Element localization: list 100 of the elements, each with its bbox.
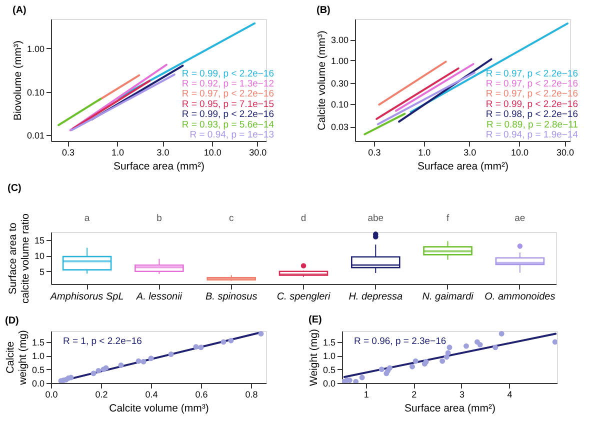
y-tick-label: 1.0 (322, 351, 336, 362)
annotation: R = 0.99, p < 2.2e−16 (182, 109, 274, 120)
x-tick-label: C. spengleri (276, 292, 331, 302)
chart-title: (C) (7, 183, 22, 194)
x-tick-label: 3 (459, 390, 464, 400)
y-axis-title: Weight (mg) (308, 329, 320, 386)
point (198, 344, 204, 350)
x-tick-label: 0.4 (145, 390, 158, 400)
y-tick-label: 1.00 (330, 56, 348, 66)
point (412, 358, 418, 364)
point (492, 344, 498, 350)
point (168, 352, 174, 357)
y-tick-label: 1.00 (26, 44, 44, 54)
y-tick-label: 5 (39, 266, 44, 277)
x-tick-label: 0.3 (368, 148, 381, 158)
annotation: R = 0.97, p < 2.2e−16 (486, 68, 578, 80)
x-tick-label: 0.0 (45, 390, 58, 400)
x-tick-label: 1 (364, 390, 369, 400)
chart-title: (D) (4, 316, 19, 327)
chart-title: (B) (316, 5, 330, 16)
x-tick-label: 3.0 (464, 148, 476, 158)
point (477, 342, 483, 348)
y-tick-label: 0.30 (330, 78, 348, 89)
y-tick-label: 0.5 (322, 364, 336, 375)
x-tick-label: 0.6 (195, 390, 208, 400)
point (445, 350, 451, 356)
x-tick-label: A. lessonii (135, 292, 183, 302)
text: b (156, 213, 162, 224)
point (387, 365, 393, 371)
x-tick-label: 1.0 (112, 148, 124, 158)
y-tick-label: 0.0 (322, 378, 336, 388)
x-tick-label: 10.0 (204, 148, 222, 158)
y-tick-label: 1.5 (32, 337, 44, 348)
x-axis-title: Surface area (mm²) (113, 160, 205, 172)
chart-title: (A) (12, 5, 26, 16)
point (103, 365, 109, 371)
y-tick-label: 0.0 (32, 378, 44, 388)
x-axis-title: Calcite volume (mm³) (109, 402, 209, 414)
y-tick-label: 1.0 (32, 351, 44, 362)
x-tick-label: 0.8 (245, 390, 258, 400)
point (228, 338, 234, 344)
point (193, 344, 199, 350)
annotation: R = 0.97, p < 2.2e−16 (486, 88, 578, 100)
point (552, 339, 557, 345)
annotation: R = 0.96, p = 2.3e−16 (354, 336, 446, 347)
text: ae (514, 213, 526, 224)
x-axis-title: Surface area (mm²) (404, 402, 496, 414)
x-tick-label: O. ammonoides (484, 292, 556, 302)
y-axis-title: Calcite weight (mg) (4, 330, 29, 386)
x-tick-label: 10.0 (511, 148, 529, 158)
point (463, 343, 469, 349)
y-axis-title: Surface area to calcite volume ratio (6, 213, 32, 304)
annotation: R = 0.95, p = 7.1e−15 (182, 98, 274, 110)
annotation: R = 0.98, p < 2.2e−16 (486, 109, 578, 120)
annotation: R = 0.97, p < 2.2e−16 (486, 78, 578, 90)
y-tick-label: 0.10 (26, 87, 44, 98)
text: c (228, 213, 234, 224)
point (90, 370, 96, 376)
annotation: R = 0.89, p = 2.8e−11 (486, 119, 578, 130)
annotation: R = 0.99, p < 2.2e−16 (182, 68, 274, 80)
point (353, 378, 359, 383)
x-tick-label: 2 (412, 390, 417, 400)
y-tick-label: 3.00 (330, 35, 348, 46)
x-tick-label: 0.2 (95, 390, 108, 400)
y-axis-title: Calcite volume (mm³) (316, 30, 328, 130)
y-axis-title: Biovolume (mm³) (12, 40, 24, 120)
x-axis-title: Surface area (mm²) (417, 160, 509, 172)
y-tick-label: 1.5 (322, 337, 336, 348)
x-tick-label: 30.0 (556, 148, 574, 158)
point (148, 356, 154, 362)
y-tick-label: 0.10 (330, 99, 348, 110)
y-tick-label: 0.01 (26, 130, 44, 141)
point (140, 358, 146, 364)
annotation: R = 0.93, p = 5.6e−14 (182, 119, 274, 130)
y-tick-label: 10 (34, 251, 44, 262)
annotation: R = 0.99, p < 2.2e−16 (486, 98, 578, 110)
annotation: R = 0.97, p < 2.2e−16 (182, 88, 274, 100)
point (118, 362, 124, 368)
point (409, 364, 415, 370)
annotation: R = 1, p < 2.2e−16 (63, 336, 142, 347)
text: abe (368, 213, 384, 224)
point (136, 358, 142, 364)
text: a (84, 213, 90, 224)
x-tick-label: Amphisorus SpL (49, 292, 124, 302)
point (446, 344, 452, 350)
x-tick-label: 1.0 (418, 148, 431, 158)
x-tick-label: 3.0 (156, 148, 170, 158)
point (359, 374, 365, 380)
text: d (300, 213, 306, 224)
point (378, 366, 384, 372)
y-tick-label: 0.5 (32, 364, 44, 375)
point (440, 358, 446, 364)
y-tick-label: 15 (34, 235, 44, 246)
annotation: R = 0.94, p = 1.9e−14 (486, 129, 578, 140)
point (498, 331, 504, 336)
x-tick-label: N. gaimardi (422, 292, 474, 302)
chart-title: (E) (308, 314, 322, 326)
x-tick-label: 0.3 (62, 148, 74, 158)
y-tick-label: 0.03 (330, 122, 348, 132)
annotation: R = 0.94, p = 1e−13 (190, 129, 274, 140)
